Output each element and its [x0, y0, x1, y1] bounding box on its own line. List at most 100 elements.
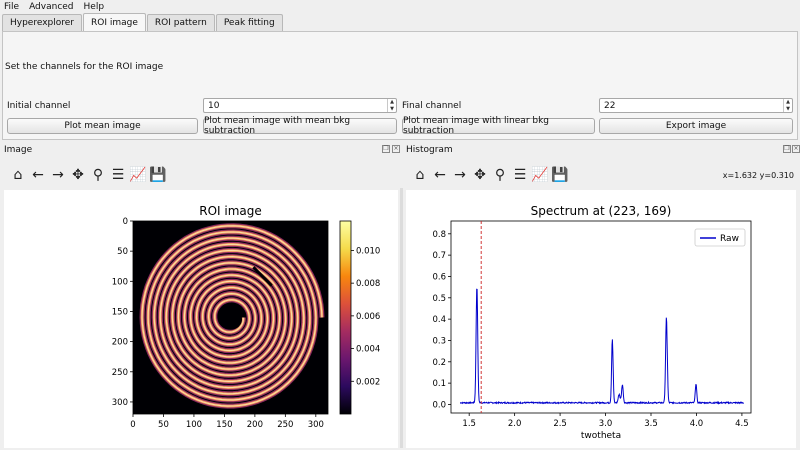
spectrum-y-tick-label: 0.5	[432, 294, 446, 304]
export-image-button[interactable]: Export image	[599, 118, 793, 134]
roi-x-tick-label: 250	[277, 420, 293, 430]
spectrum-x-tick-label: 3.5	[644, 419, 658, 429]
spectrum-y-tick-label: 0.0	[432, 400, 446, 410]
roi-chart-title: ROI image	[199, 204, 262, 218]
colorbar	[339, 220, 352, 415]
back-icon[interactable]: ←	[32, 167, 44, 183]
spectrum-y-tick-label: 0.4	[432, 315, 446, 325]
roi-x-tick-label: 100	[186, 420, 202, 430]
spectrum-axes-frame	[450, 220, 752, 414]
spiral-gap	[252, 266, 273, 287]
menu-help[interactable]: Help	[83, 1, 105, 12]
close-icon[interactable]: ×	[792, 145, 800, 153]
roi-y-tick-label: 200	[112, 338, 128, 348]
colorbar-tick-label: 0.004	[356, 345, 380, 355]
save-icon[interactable]: 💾	[149, 167, 167, 183]
instruction-text: Set the channels for the ROI image	[5, 62, 164, 72]
save-icon[interactable]: 💾	[551, 167, 569, 183]
spectrum-x-tick-label: 2.5	[553, 419, 567, 429]
spin-down-icon[interactable]: ▼	[390, 105, 394, 112]
tab-hyperexplorer[interactable]: Hyperexplorer	[2, 14, 83, 31]
roi-image-plot: ROI image 0 50 100 150 200 250 300 0 50 100 150 200 2…	[112, 204, 381, 430]
spectrum-y-tick-label: 0.1	[432, 379, 446, 389]
colorbar-tick-label: 0.010	[356, 246, 380, 256]
spectrum-x-tick-label: 4.0	[690, 419, 704, 429]
final-channel-label: Final channel	[402, 101, 462, 111]
histogram-dock-title: Histogram	[406, 145, 453, 155]
tab-bar: Hyperexplorer ROI image ROI pattern Peak…	[0, 13, 800, 31]
menu-file[interactable]: File	[4, 1, 20, 12]
spectrum-y-tick-label: 0.3	[432, 336, 446, 346]
spectrum-y-tick-label: 0.2	[432, 358, 446, 368]
spectrum-chart-title: Spectrum at (223, 169)	[531, 204, 672, 218]
roi-x-tick-label: 0	[130, 420, 135, 430]
roi-y-tick-label: 150	[112, 307, 128, 317]
spectrum-y-tick-label: 0.8	[432, 230, 446, 240]
menu-advanced[interactable]: Advanced	[29, 1, 74, 12]
dock-splitter[interactable]	[400, 188, 403, 448]
image-canvas[interactable]: ROI image 0 50 100 150 200 250 300 0 50 100 150 200 2…	[4, 190, 398, 448]
spiral-highlight	[141, 225, 323, 407]
final-channel-spinbox[interactable]: 22 ▲ ▼	[599, 98, 793, 113]
initial-channel-spinbox[interactable]: 10 ▲ ▼	[203, 98, 397, 113]
spectrum-x-tick-label: 3.0	[599, 419, 613, 429]
spectrum-plot: Spectrum at (223, 169) 1.5 2.0 2.5 3.0 3.5 4.0…	[432, 204, 752, 441]
spin-arrows[interactable]: ▲ ▼	[783, 99, 792, 112]
colorbar-tick-label: 0.006	[356, 312, 380, 322]
histogram-canvas[interactable]: Spectrum at (223, 169) 1.5 2.0 2.5 3.0 3.5 4.0…	[406, 190, 796, 448]
spiral-center-hole	[218, 309, 243, 330]
plot-linear-bkg-button[interactable]: Plot mean image with linear bkg subtract…	[402, 116, 595, 136]
axes-icon[interactable]: 📈	[531, 167, 549, 183]
spin-up-icon[interactable]: ▲	[390, 99, 394, 105]
roi-x-tick-label: 150	[216, 420, 232, 430]
legend-box	[694, 228, 746, 247]
legend-label-raw: Raw	[720, 234, 739, 244]
plot-mean-bkg-button[interactable]: Plot mean image with mean bkg subtractio…	[203, 116, 397, 136]
tab-roi-pattern[interactable]: ROI pattern	[146, 14, 215, 31]
back-icon[interactable]: ←	[434, 167, 446, 183]
cursor-coordinates: x=1.632 y=0.310	[722, 171, 794, 180]
forward-icon[interactable]: →	[52, 167, 64, 183]
spectrum-y-tick-label: 0.6	[432, 272, 446, 282]
roi-y-tick-label: 0	[123, 217, 128, 227]
image-toolbar: ⌂ ← → ✥ ⚲ ☰ 📈 💾	[8, 166, 168, 184]
initial-channel-label: Initial channel	[7, 101, 71, 111]
roi-y-tick-label: 100	[112, 277, 128, 287]
zoom-icon[interactable]: ⚲	[92, 167, 104, 183]
float-icon[interactable]: ❐	[382, 145, 390, 153]
spectrum-x-tick-label: 1.5	[462, 419, 476, 429]
spectrum-x-axis-label: twotheta	[581, 431, 621, 441]
tab-roi-image[interactable]: ROI image	[83, 13, 146, 31]
home-icon[interactable]: ⌂	[13, 167, 23, 183]
roi-y-tick-label: 300	[112, 398, 128, 408]
roi-y-tick-label: 50	[117, 247, 128, 257]
roi-y-tick-label: 250	[112, 368, 128, 378]
histogram-toolbar: ⌂ ← → ✥ ⚲ ☰ 📈 💾	[410, 166, 570, 184]
initial-channel-value: 10	[208, 101, 220, 111]
raw-series-line	[459, 288, 745, 405]
colorbar-tick-label: 0.008	[356, 279, 380, 289]
spin-up-icon[interactable]: ▲	[786, 99, 790, 105]
forward-icon[interactable]: →	[454, 167, 466, 183]
configure-icon[interactable]: ☰	[513, 167, 527, 183]
roi-x-tick-label: 300	[308, 420, 324, 430]
float-icon[interactable]: ❐	[783, 145, 791, 153]
axes-icon[interactable]: 📈	[129, 167, 147, 183]
pan-icon[interactable]: ✥	[72, 167, 84, 183]
spin-arrows[interactable]: ▲ ▼	[387, 99, 396, 112]
spectrum-y-tick-label: 0.7	[432, 251, 446, 261]
roi-axes-frame	[132, 220, 329, 415]
zoom-icon[interactable]: ⚲	[494, 167, 506, 183]
spectrum-x-tick-label: 2.0	[508, 419, 522, 429]
final-channel-value: 22	[604, 101, 616, 111]
plot-mean-image-button[interactable]: Plot mean image	[7, 118, 198, 134]
close-icon[interactable]: ×	[392, 145, 400, 153]
menu-bar: File Advanced Help	[0, 0, 800, 13]
tab-peak-fitting[interactable]: Peak fitting	[215, 14, 283, 31]
configure-icon[interactable]: ☰	[111, 167, 125, 183]
home-icon[interactable]: ⌂	[415, 167, 425, 183]
image-dock-title: Image	[4, 145, 33, 155]
spectrum-x-tick-label: 4.5	[735, 419, 749, 429]
pan-icon[interactable]: ✥	[474, 167, 486, 183]
spin-down-icon[interactable]: ▼	[786, 105, 790, 112]
